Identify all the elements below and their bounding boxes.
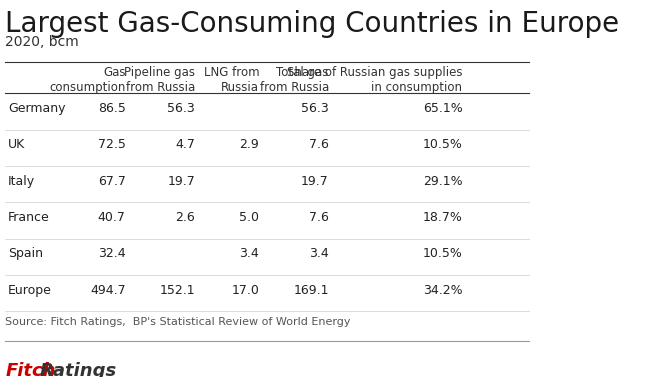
Text: France: France: [8, 211, 50, 224]
Text: 7.6: 7.6: [309, 211, 329, 224]
Text: UK: UK: [8, 138, 25, 152]
Text: 34.2%: 34.2%: [422, 284, 462, 297]
Text: Spain: Spain: [8, 247, 43, 261]
Text: 2.6: 2.6: [176, 211, 195, 224]
Text: Total gas
from Russia: Total gas from Russia: [259, 66, 329, 94]
Text: 19.7: 19.7: [301, 175, 329, 188]
Text: 7.6: 7.6: [309, 138, 329, 152]
Text: 2.9: 2.9: [239, 138, 259, 152]
Text: 72.5: 72.5: [98, 138, 125, 152]
Text: 152.1: 152.1: [159, 284, 195, 297]
Text: 19.7: 19.7: [167, 175, 195, 188]
Text: 494.7: 494.7: [90, 284, 125, 297]
Text: 56.3: 56.3: [167, 102, 195, 115]
Text: 5.0: 5.0: [239, 211, 259, 224]
Text: 10.5%: 10.5%: [422, 138, 462, 152]
Text: 17.0: 17.0: [231, 284, 259, 297]
Text: Source: Fitch Ratings,  BP's Statistical Review of World Energy: Source: Fitch Ratings, BP's Statistical …: [5, 317, 351, 326]
Text: 2020, bcm: 2020, bcm: [5, 35, 79, 49]
Text: 3.4: 3.4: [239, 247, 259, 261]
Text: Europe: Europe: [8, 284, 52, 297]
Text: 86.5: 86.5: [98, 102, 125, 115]
Text: LNG from
Russia: LNG from Russia: [203, 66, 259, 94]
Text: 67.7: 67.7: [98, 175, 125, 188]
Text: Largest Gas-Consuming Countries in Europe: Largest Gas-Consuming Countries in Europ…: [5, 11, 619, 38]
Text: Pipeline gas
from Russia: Pipeline gas from Russia: [124, 66, 195, 94]
Text: 4.7: 4.7: [176, 138, 195, 152]
Text: 32.4: 32.4: [98, 247, 125, 261]
Text: 56.3: 56.3: [301, 102, 329, 115]
Text: Gas
consumption: Gas consumption: [49, 66, 125, 94]
Text: Fitch: Fitch: [5, 362, 56, 377]
Text: 40.7: 40.7: [98, 211, 125, 224]
Text: Germany: Germany: [8, 102, 66, 115]
Text: Italy: Italy: [8, 175, 35, 188]
Text: 10.5%: 10.5%: [422, 247, 462, 261]
Text: Ratings: Ratings: [40, 362, 118, 377]
Text: 18.7%: 18.7%: [422, 211, 462, 224]
Text: Share of Russian gas supplies
in consumption: Share of Russian gas supplies in consump…: [287, 66, 462, 94]
Text: 29.1%: 29.1%: [422, 175, 462, 188]
Text: 65.1%: 65.1%: [422, 102, 462, 115]
Text: 3.4: 3.4: [309, 247, 329, 261]
Text: 169.1: 169.1: [293, 284, 329, 297]
